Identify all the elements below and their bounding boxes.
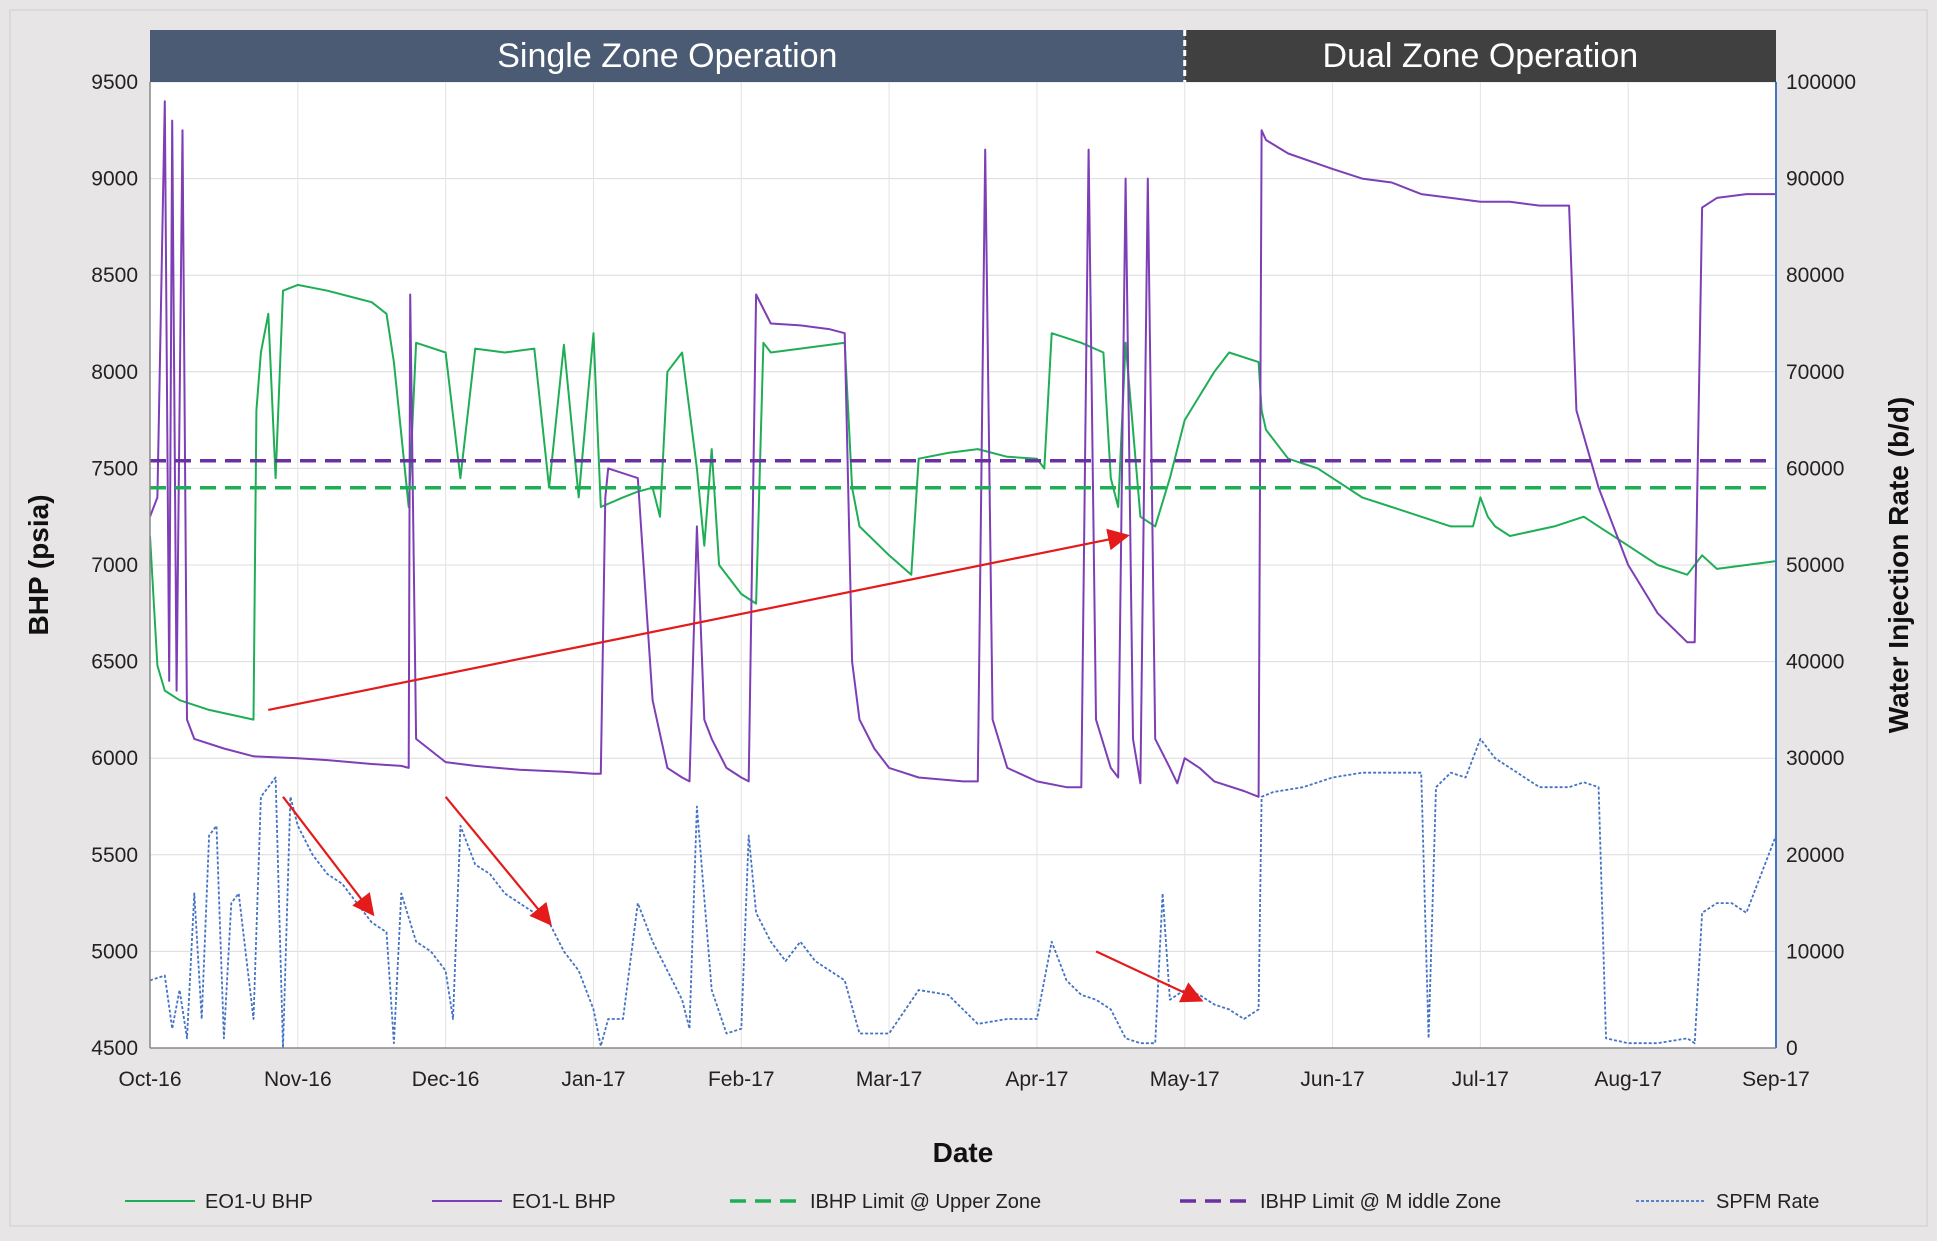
x-tick-label: Jul-17	[1452, 1068, 1509, 1091]
y-right-tick-label: 0	[1786, 1037, 1798, 1060]
legend-label: IBHP Limit @ M iddle Zone	[1260, 1191, 1501, 1213]
y-left-tick-label: 8500	[91, 264, 138, 287]
y-right-tick-label: 100000	[1786, 71, 1856, 94]
y-right-tick-label: 40000	[1786, 651, 1844, 674]
legend-label: EO1-U BHP	[205, 1191, 313, 1213]
x-tick-label: May-17	[1150, 1068, 1220, 1091]
x-tick-label: Dec-16	[412, 1068, 480, 1091]
y-left-tick-label: 6500	[91, 651, 138, 674]
y-left-axis-title: BHP (psia)	[23, 494, 54, 635]
y-left-tick-label: 7500	[91, 457, 138, 480]
x-tick-label: Jan-17	[561, 1068, 625, 1091]
y-right-tick-label: 20000	[1786, 844, 1844, 867]
y-left-tick-label: 5000	[91, 940, 138, 963]
y-left-tick-label: 7000	[91, 554, 138, 577]
y-left-tick-label: 4500	[91, 1037, 138, 1060]
x-tick-label: Feb-17	[708, 1068, 775, 1091]
band-label: Single Zone Operation	[497, 37, 837, 75]
band-label: Dual Zone Operation	[1323, 37, 1639, 75]
x-tick-label: Aug-17	[1594, 1068, 1662, 1091]
y-left-tick-label: 9000	[91, 168, 138, 191]
x-tick-label: Apr-17	[1005, 1068, 1068, 1091]
x-tick-label: Sep-17	[1742, 1068, 1810, 1091]
legend-label: SPFM Rate	[1716, 1191, 1819, 1213]
y-right-axis-title: Water Injection Rate (b/d)	[1883, 397, 1914, 734]
x-tick-label: Nov-16	[264, 1068, 332, 1091]
y-right-tick-label: 70000	[1786, 361, 1844, 384]
y-right-tick-label: 50000	[1786, 554, 1844, 577]
y-right-tick-label: 30000	[1786, 747, 1844, 770]
y-right-tick-label: 90000	[1786, 168, 1844, 191]
y-left-tick-label: 6000	[91, 747, 138, 770]
y-left-tick-label: 8000	[91, 361, 138, 384]
operation-bands: Single Zone Operation Dual Zone Operation	[150, 30, 1776, 82]
x-tick-label: Jun-17	[1300, 1068, 1364, 1091]
y-right-tick-label: 10000	[1786, 940, 1844, 963]
x-tick-label: Mar-17	[856, 1068, 923, 1091]
y-right-tick-label: 80000	[1786, 264, 1844, 287]
y-left-tick-label: 5500	[91, 844, 138, 867]
x-axis-title: Date	[933, 1137, 994, 1168]
legend-label: EO1-L BHP	[512, 1191, 616, 1213]
y-right-tick-label: 60000	[1786, 457, 1844, 480]
y-left-tick-label: 9500	[91, 71, 138, 94]
x-tick-label: Oct-16	[118, 1068, 181, 1091]
legend-label: IBHP Limit @ Upper Zone	[810, 1191, 1041, 1213]
